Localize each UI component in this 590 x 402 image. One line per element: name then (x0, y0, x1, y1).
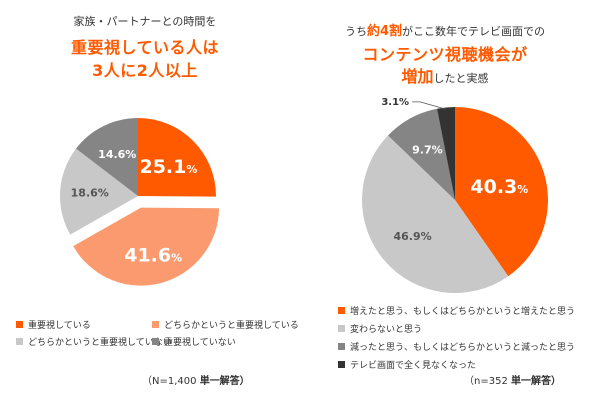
left-chart-panel: 家族・パートナーとの時間を 重要視している人は 3人に2人以上 25.1%41.… (0, 0, 290, 402)
right-legend-item-2: 変わらないと思う (338, 321, 575, 335)
slice-label: 18.6% (71, 187, 109, 200)
left-pie-chart: 25.1%41.6%18.6%14.6% (0, 0, 290, 310)
legend-label: 重要視している (28, 318, 91, 331)
slice-label: 46.9% (393, 230, 431, 243)
right-pie-chart: 40.3%46.9%9.7%3.1% (300, 0, 590, 310)
right-legend: 増えたと思う、もしくはどちらかというと増えたと思う 変わらないと思う 減ったと思… (338, 303, 575, 371)
legend-label: 重要視していない (164, 335, 236, 348)
slice-label: 9.7% (412, 143, 443, 156)
legend-swatch (16, 321, 23, 328)
legend-label: 増えたと思う、もしくはどちらかというと増えたと思う (350, 304, 575, 317)
left-legend: 重要視している どちらかというと重要視している どちらかというと重要視していない… (16, 317, 282, 348)
right-legend-item-3: 減ったと思う、もしくはどちらかというと減ったと思う (338, 339, 575, 353)
legend-swatch (338, 325, 345, 332)
left-note: （N=1,400 単一解答） (142, 372, 250, 387)
left-legend-item-3: どちらかというと重要視していない (16, 334, 152, 348)
legend-label: どちらかというと重要視していない (28, 335, 172, 348)
legend-label: どちらかというと重要視している (164, 318, 299, 331)
right-legend-item-4: テレビ画面で全く見なくなった (338, 357, 575, 371)
legend-swatch (338, 361, 345, 368)
legend-swatch (338, 343, 345, 350)
right-note: （n=352 単一解答） (464, 372, 561, 387)
slice-label: 14.6% (98, 148, 136, 161)
legend-swatch (152, 338, 159, 345)
right-note-n: （n=352 (464, 376, 508, 387)
left-note-type: 単一解答） (200, 376, 250, 387)
legend-label: テレビ画面で全く見なくなった (350, 358, 476, 371)
left-legend-item-4: 重要視していない (152, 334, 282, 348)
legend-swatch (338, 307, 345, 314)
left-legend-item-1: 重要視している (16, 317, 152, 331)
legend-swatch (16, 338, 23, 345)
right-chart-panel: うち約4割がここ数年でテレビ画面での コンテンツ視聴機会が 増加したと実感 40… (300, 0, 590, 402)
right-note-type: 単一解答） (511, 376, 561, 387)
left-legend-item-2: どちらかというと重要視している (152, 317, 282, 331)
legend-label: 減ったと思う、もしくはどちらかというと減ったと思う (350, 340, 575, 353)
legend-swatch (152, 321, 159, 328)
slice-label: 3.1% (381, 97, 409, 108)
legend-label: 変わらないと思う (350, 322, 422, 335)
left-note-n: （N=1,400 (142, 376, 197, 387)
right-legend-item-1: 増えたと思う、もしくはどちらかというと増えたと思う (338, 303, 575, 317)
leader-line (412, 102, 446, 109)
